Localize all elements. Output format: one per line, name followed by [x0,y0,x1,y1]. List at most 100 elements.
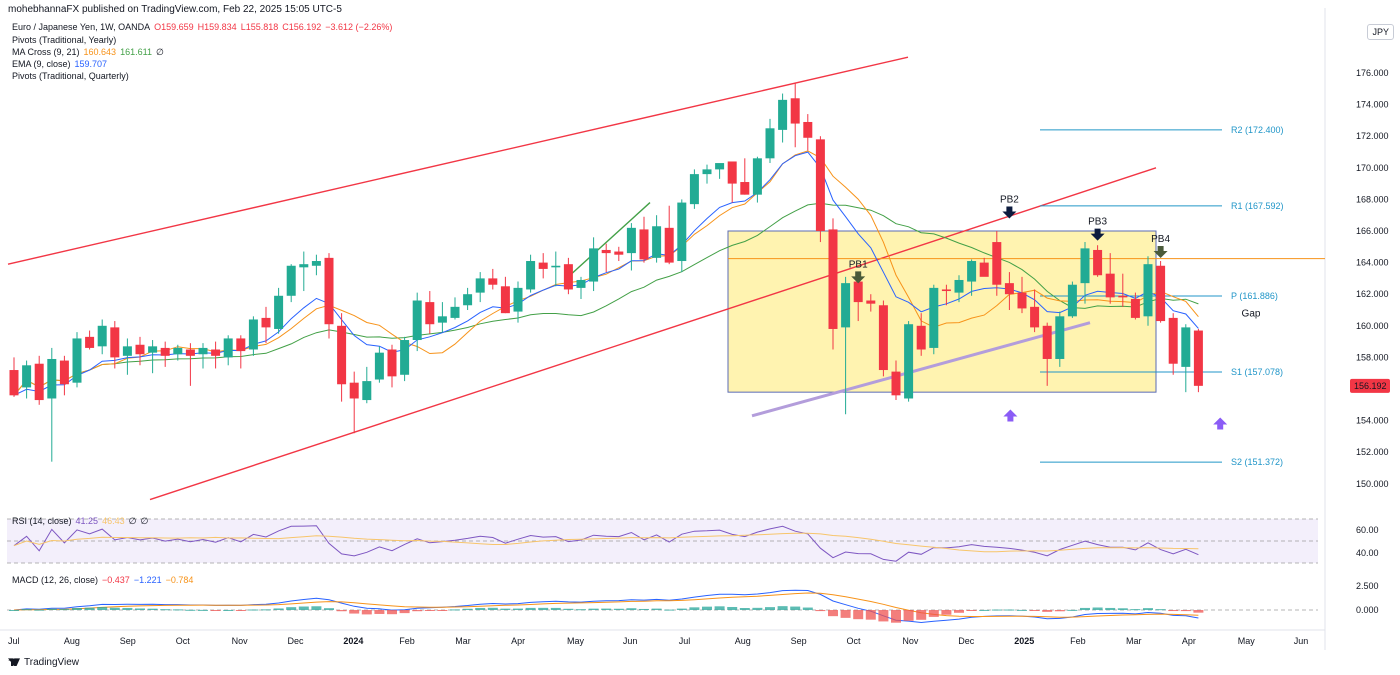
macd-legend[interactable]: MACD (12, 26, close) −0.437 −1.221 −0.784 [12,575,197,585]
candle-body [135,344,145,355]
candle-body [992,242,1002,285]
candle-body [475,278,485,293]
macd-histogram-bar [991,609,1002,611]
candle-body [1168,317,1178,364]
candle-body [110,327,120,358]
rsi-legend[interactable]: RSI (14, close) 41.25 46.43 ∅ ∅ [12,516,152,527]
ma-cross-legend[interactable]: MA Cross (9, 21) 160.643 161.611 ∅ [12,47,168,58]
macd-histogram-bar [941,610,952,615]
candle-body [1143,264,1153,317]
price-tick: 176.000 [1356,68,1389,78]
macd-tick: 2.500 [1356,581,1379,591]
candle-body [9,370,19,396]
pivots-quarterly-legend[interactable]: Pivots (Traditional, Quarterly) [12,71,129,81]
candle-body [576,279,586,288]
candle-body [1093,249,1103,276]
candle-body [1105,273,1115,298]
ema-name: EMA (9, close) [12,59,71,69]
candle-body [727,161,737,184]
candle-body [815,139,825,231]
macd-histogram-bar [286,607,297,610]
macd-histogram-bar [450,609,460,611]
macd-histogram-bar [361,610,372,615]
pivot-label: S2 (151.372) [1231,457,1283,467]
macd-histogram-bar [84,607,95,610]
macd-histogram-bar [601,608,612,610]
candle-body [488,278,498,285]
candle-body [223,338,233,358]
price-tick: 168.000 [1356,194,1389,204]
macd-histogram-bar [374,610,385,614]
candle-body [463,294,473,306]
tradingview-logo-icon [8,658,20,667]
rsi-tick: 40.00 [1356,548,1379,558]
candle-body [85,336,95,348]
macd-histogram-bar [135,608,145,610]
candle-body [500,286,510,314]
candle-body [526,261,536,290]
macd-histogram-bar [399,610,410,614]
macd-histogram-bar [1105,607,1116,610]
macd-signal-value: −0.784 [165,575,194,585]
time-tick: Nov [232,636,249,646]
macd-histogram-bar [349,610,360,614]
ema-legend[interactable]: EMA (9, close) 159.707 [12,59,111,69]
price-tick: 166.000 [1356,226,1389,236]
candle-body [1181,327,1191,367]
candle-body [790,98,800,124]
macd-histogram-bar [412,610,423,612]
macd-histogram-bar [500,608,511,610]
macd-histogram-bar [46,608,57,610]
time-tick: Mar [1126,636,1142,646]
time-tick: Aug [735,636,751,646]
macd-histogram-bar [1168,610,1179,612]
change-value: −3.612 (−2.26%) [325,22,393,32]
macd-histogram-bar [324,608,334,610]
candle-body [916,325,926,350]
time-tick: Dec [288,636,305,646]
low-value: L155.818 [240,22,279,32]
macd-histogram-bar [1080,607,1090,610]
candle-body [286,265,296,296]
candle-body [1055,316,1065,359]
candle-body [362,381,372,401]
candle-body [425,302,435,325]
macd-histogram-bar [928,610,939,617]
candle-body [1030,306,1040,328]
price-tick: 160.000 [1356,321,1389,331]
macd-histogram-bar [525,607,536,610]
candle-body [778,99,788,130]
annotation-label: PB1 [849,259,868,270]
pivot-label: P (161.886) [1231,291,1278,301]
pivots-yearly-legend[interactable]: Pivots (Traditional, Yearly) [12,35,117,45]
candle-body [1130,298,1140,318]
candle-body [311,261,321,266]
candle-body [337,325,347,385]
macd-histogram-bar [21,609,32,611]
ema-value: 159.707 [74,59,108,69]
ma-fast-value: 160.643 [83,47,117,57]
macd-histogram-bar [1042,610,1053,612]
last-price-label: 156.192 [1354,381,1387,391]
macd-histogram-bar [613,608,624,610]
macd-signal-line [13,592,1199,618]
symbol-legend[interactable]: Euro / Japanese Yen, 1W, OANDA O159.659 H1… [12,22,396,32]
footer-label: TradingView [24,657,80,668]
candle-body [374,352,384,380]
time-tick: Sep [791,636,807,646]
macd-histogram-bar [336,610,347,612]
macd-histogram-bar [147,608,158,610]
candle-body [551,265,561,268]
tradingview-footer[interactable]: TradingView [8,657,79,668]
candle-body [1017,292,1027,309]
candle-body [1080,248,1090,284]
candle-body [614,251,624,255]
macd-histogram-bar [1155,609,1166,611]
annotation-label: PB4 [1151,234,1170,245]
macd-histogram-bar [223,609,234,611]
rsi-tick: 60.00 [1356,525,1379,535]
currency-button[interactable]: JPY [1367,24,1394,40]
time-tick: Feb [399,636,415,646]
macd-line [13,589,1199,624]
